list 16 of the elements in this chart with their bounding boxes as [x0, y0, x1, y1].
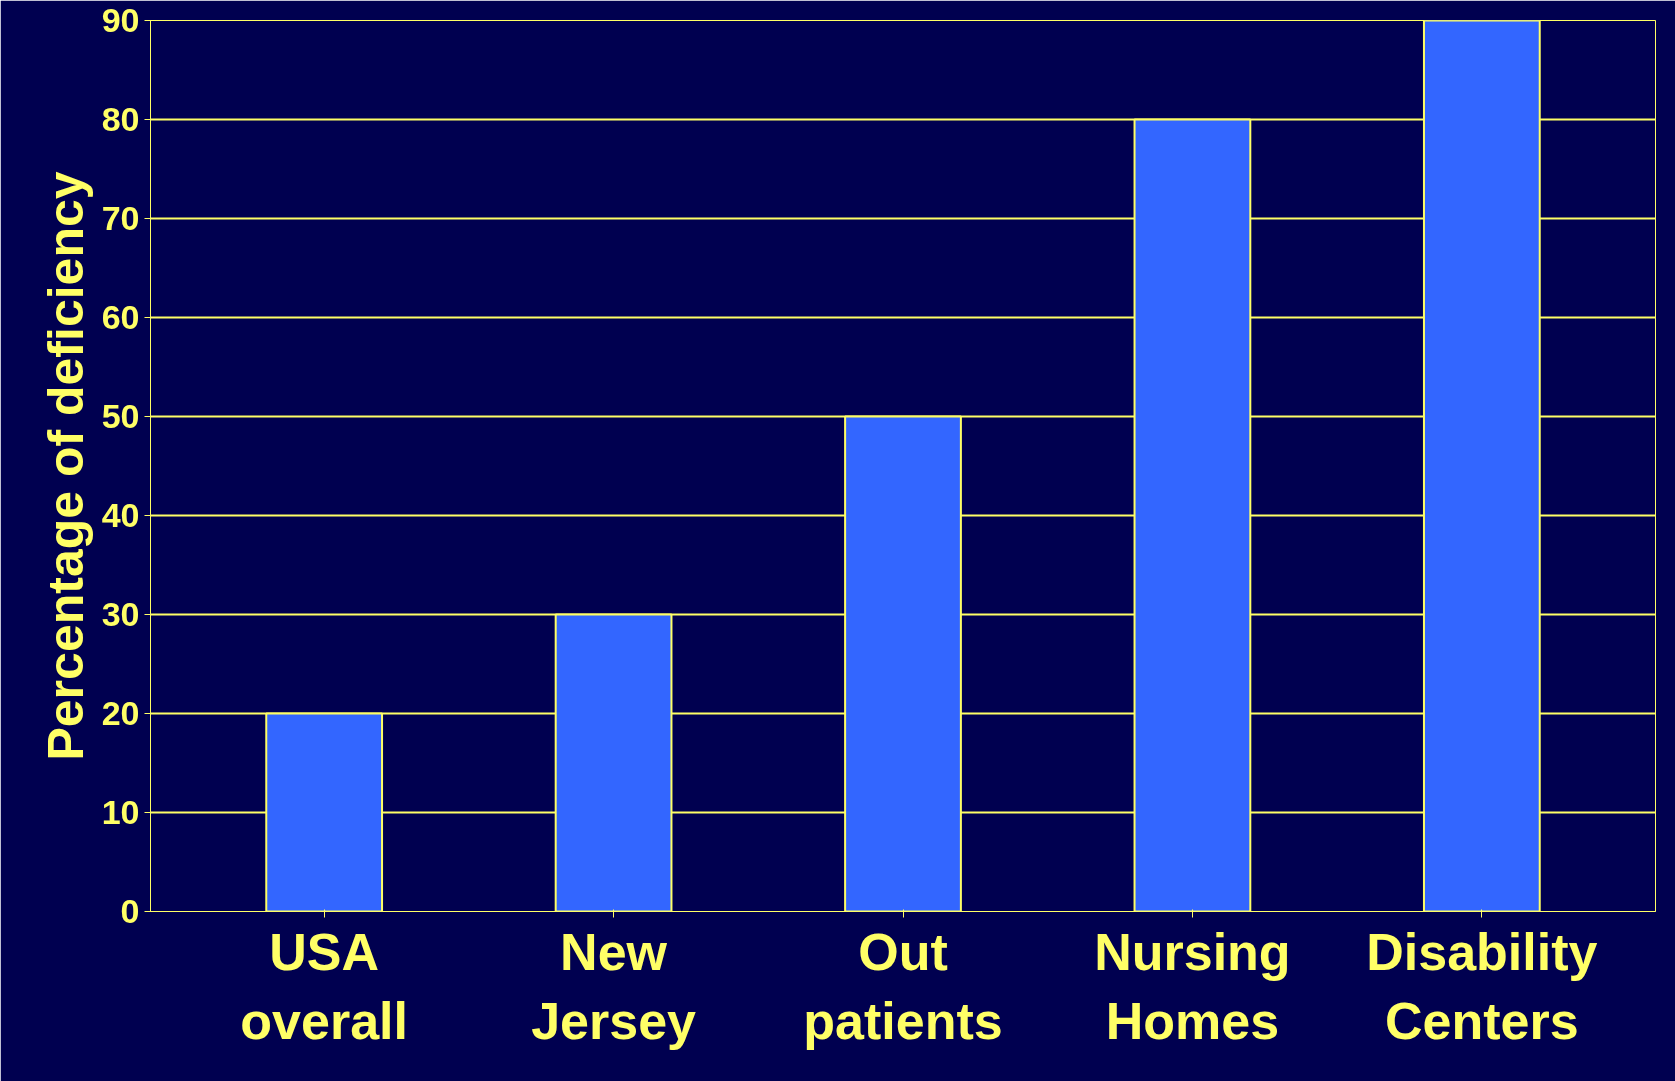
y-tick-label: 70	[101, 199, 140, 237]
x-tick-label: Disability Centers	[1366, 922, 1598, 1051]
y-tick-label: 60	[101, 298, 140, 336]
y-tick-label: 0	[120, 892, 140, 930]
x-tick-label: Out patients	[803, 922, 1003, 1051]
x-tick-label: USA overall	[240, 922, 408, 1051]
y-tick-label: 20	[101, 694, 140, 732]
y-tick-label: 10	[101, 793, 140, 831]
y-tick-label: 90	[101, 1, 140, 39]
y-tick-label: 50	[101, 397, 140, 435]
y-tick-label: 80	[101, 100, 140, 138]
x-tick-label: New Jersey	[531, 922, 697, 1051]
x-tick-label: Nursing Homes	[1094, 922, 1291, 1051]
y-tick-label: 30	[101, 595, 140, 633]
y-tick-label: 40	[101, 496, 140, 534]
y-axis-title: Percentage of deficiency	[37, 171, 94, 761]
